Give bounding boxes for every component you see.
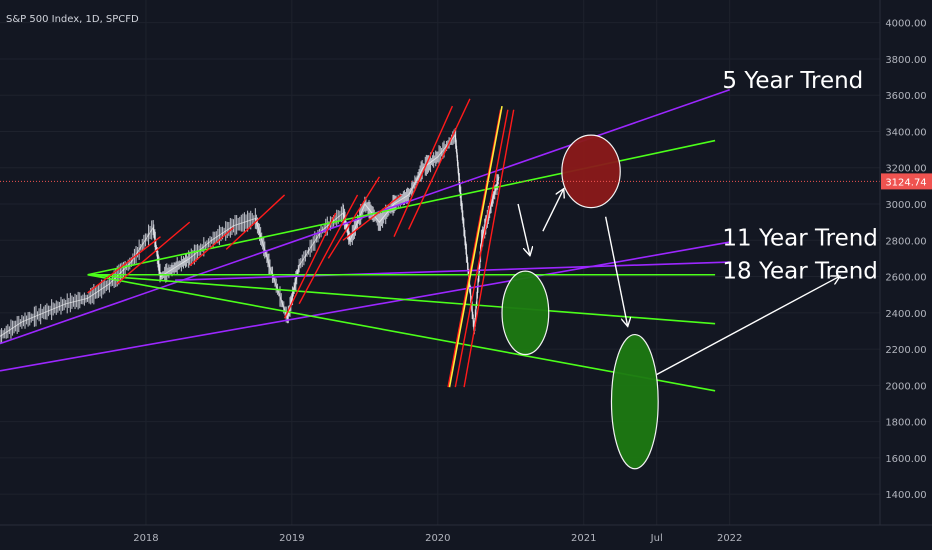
trend-line-8	[116, 221, 191, 285]
y-tick-label: 2000.00	[885, 381, 926, 392]
price-candles	[0, 128, 500, 344]
y-tick-label: 3800.00	[885, 55, 926, 66]
forecast-ellipse-2	[610, 333, 659, 470]
trend-line-19	[463, 109, 515, 388]
trend-line-16	[407, 98, 471, 230]
x-tick-label: 2022	[717, 533, 742, 544]
trend-line-6	[87, 273, 716, 392]
trend-line-13	[327, 176, 381, 259]
y-tick-label: 3400.00	[885, 127, 926, 138]
chart-title: S&P 500 Index, 1D, SPCFD	[6, 14, 139, 25]
trend-line-5	[87, 273, 716, 325]
last-price-line: 3124.74	[0, 173, 932, 190]
y-tick-label: 3200.00	[885, 164, 926, 175]
forecast-ellipse-1	[501, 270, 550, 356]
time-axis[interactable]: 2018 2019 2020 2021 Jul 2022	[133, 533, 742, 544]
trend-line-17	[447, 109, 502, 388]
y-tick-label: 2600.00	[885, 273, 926, 284]
x-tick-label: 2019	[279, 533, 304, 544]
forecast-arrow-2	[604, 216, 628, 326]
trend-lines	[0, 89, 730, 392]
trend-line-1	[0, 241, 730, 372]
forecast-arrow-3	[656, 277, 839, 376]
y-tick-label: 1400.00	[885, 490, 926, 501]
forecast-ellipses	[501, 134, 659, 470]
trend-line-20	[448, 105, 503, 388]
y-tick-label: 1600.00	[885, 454, 926, 465]
price-axis[interactable]: 1400.00 1600.00 1800.00 2000.00 2200.00 2400.…	[885, 19, 926, 502]
trend-annotation: 11 Year Trend	[722, 226, 878, 252]
y-tick-label: 2200.00	[885, 345, 926, 356]
trend-line-10	[225, 194, 286, 250]
x-tick-label: 2018	[133, 533, 158, 544]
y-tick-label: 2800.00	[885, 236, 926, 247]
trend-line-0	[0, 89, 730, 345]
trend-annotation: 18 Year Trend	[722, 258, 878, 284]
trend-annotation: 5 Year Trend	[722, 68, 863, 94]
trend-line-14	[342, 194, 402, 241]
y-tick-label: 1800.00	[885, 418, 926, 429]
trend-line-15	[393, 105, 454, 237]
forecast-arrow-1	[542, 190, 563, 232]
x-tick-label: 2021	[571, 533, 596, 544]
y-tick-label: 4000.00	[885, 19, 926, 30]
y-tick-label: 2400.00	[885, 309, 926, 320]
x-tick-label: Jul	[650, 533, 663, 544]
last-price-label: 3124.74	[885, 177, 926, 188]
trend-line-9	[189, 227, 234, 267]
y-tick-label: 3600.00	[885, 91, 926, 102]
x-tick-label: 2020	[425, 533, 450, 544]
forecast-arrow-0	[517, 203, 530, 255]
trend-line-18	[454, 109, 509, 388]
trend-annotations: 5 Year Trend 11 Year Trend 18 Year Trend	[722, 68, 878, 284]
forecast-arrows	[517, 190, 839, 376]
trend-line-11	[283, 212, 337, 319]
y-tick-label: 3000.00	[885, 200, 926, 211]
trend-line-7	[87, 236, 161, 294]
trend-line-2	[175, 261, 730, 281]
last-price-label-bg	[881, 173, 932, 190]
forecast-ellipse-0	[561, 134, 621, 209]
trend-line-12	[298, 194, 359, 305]
